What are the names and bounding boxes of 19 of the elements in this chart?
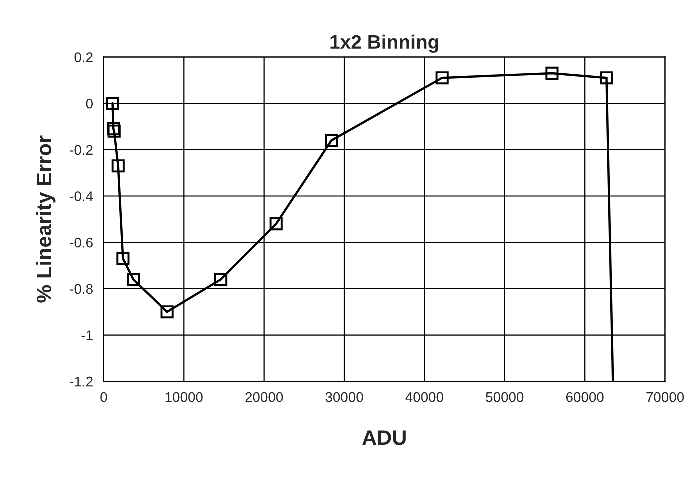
y-tick-label: -0.6 <box>70 238 93 248</box>
y-tick-label: -0.4 <box>70 192 94 202</box>
y-tick-label: 0 <box>86 98 93 109</box>
y-tick-label: -1 <box>82 330 93 340</box>
y-tick-label: -0.2 <box>70 145 93 156</box>
x-tick-label: 70000 <box>646 392 684 402</box>
x-tick-label: 50000 <box>486 392 524 402</box>
x-tick-label: 60000 <box>566 392 604 402</box>
x-tick-label: 20000 <box>246 392 284 402</box>
y-tick-label: -0.8 <box>70 284 93 294</box>
x-axis-title: ADU <box>362 430 406 446</box>
x-tick-label: 0 <box>100 392 108 402</box>
x-tick-label: 30000 <box>326 392 364 402</box>
y-tick-label: -1.2 <box>70 376 93 387</box>
x-tick-label: 40000 <box>406 392 444 402</box>
chart-title: 1x2 Binning <box>330 34 438 54</box>
y-tick-label: 0.2 <box>74 52 93 62</box>
y-axis-title: % Linearity Error <box>36 136 56 303</box>
x-tick-label: 10000 <box>166 392 203 402</box>
